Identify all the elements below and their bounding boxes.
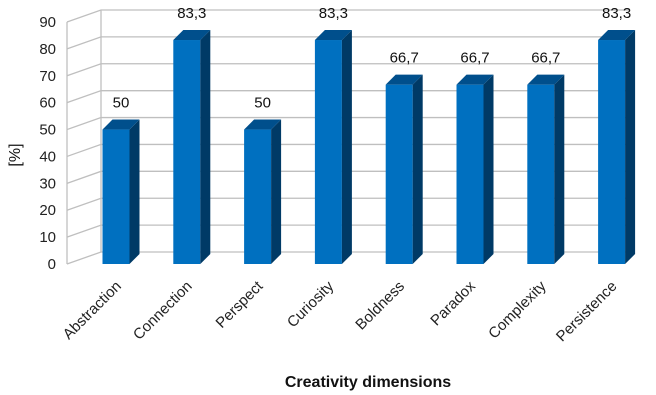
y-tick-label: 60 xyxy=(39,95,56,112)
x-axis-title: Creativity dimensions xyxy=(285,374,451,391)
bar xyxy=(244,119,282,264)
x-tick-label: Abstraction xyxy=(60,278,125,343)
y-axis-title: [%] xyxy=(7,143,24,166)
data-label: 83,3 xyxy=(319,5,348,22)
bar-side xyxy=(412,74,423,264)
x-tick-label: Boldness xyxy=(352,278,408,334)
data-labels: 50 83,3 50 83,3 66,7 66,7 66,7 83,3 xyxy=(113,5,632,112)
y-tick-label: 40 xyxy=(39,148,56,165)
data-label: 83,3 xyxy=(602,5,631,22)
bar-front xyxy=(527,84,555,264)
bar xyxy=(598,30,636,264)
bar xyxy=(456,74,494,264)
bar-side xyxy=(483,74,494,264)
bar-top xyxy=(598,30,636,41)
bar-side xyxy=(271,119,282,264)
bar-front xyxy=(173,40,201,264)
y-tick-label: 90 xyxy=(39,14,56,31)
bar-front xyxy=(598,40,626,264)
data-label: 50 xyxy=(254,95,271,112)
bar-top xyxy=(456,74,494,85)
y-tick-label: 10 xyxy=(39,229,56,246)
bar xyxy=(173,30,211,264)
y-tick-label: 80 xyxy=(39,41,56,58)
y-tick-label: 70 xyxy=(39,68,56,85)
data-label: 66,7 xyxy=(460,50,489,67)
x-tick-label: Perspect xyxy=(213,277,267,331)
bar-front xyxy=(385,84,413,264)
x-axis-ticks: Abstraction Connection Perspect Curiosity Bo… xyxy=(60,277,621,345)
bar-top xyxy=(244,119,282,130)
x-tick-label: Curiosity xyxy=(284,277,338,331)
bar-front xyxy=(456,84,484,264)
data-label: 66,7 xyxy=(531,50,560,67)
bar xyxy=(527,74,565,264)
bar-top xyxy=(385,74,423,85)
y-tick-label: 50 xyxy=(39,122,56,139)
bar-top xyxy=(173,30,211,41)
data-label: 66,7 xyxy=(390,50,419,67)
bar-side xyxy=(625,30,636,264)
bar xyxy=(102,119,140,264)
gridline xyxy=(66,9,630,23)
bars xyxy=(102,30,636,264)
bar-top xyxy=(102,119,140,130)
y-tick-label: 20 xyxy=(39,202,56,219)
bar-top xyxy=(527,74,565,85)
data-label: 50 xyxy=(113,95,130,112)
y-tick-label: 0 xyxy=(48,256,56,273)
x-tick-label: Persistence xyxy=(553,278,620,345)
bar-side xyxy=(200,30,211,264)
bar-top xyxy=(314,30,352,41)
x-tick-label: Complexity xyxy=(485,277,550,342)
y-axis-ticks: 0 10 20 30 40 50 60 70 80 90 xyxy=(39,14,56,273)
gridlines xyxy=(66,9,630,265)
y-tick-label: 30 xyxy=(39,175,56,192)
bar-front xyxy=(102,129,130,264)
data-label: 83,3 xyxy=(177,5,206,22)
x-tick-label: Paradox xyxy=(427,277,479,329)
bar xyxy=(385,74,423,264)
x-tick-label: Connection xyxy=(130,278,196,344)
bar-side xyxy=(554,74,565,264)
bar-side xyxy=(341,30,352,264)
bar xyxy=(314,30,352,264)
bar-front xyxy=(314,40,342,264)
bar-front xyxy=(244,129,272,264)
bar-side xyxy=(129,119,140,264)
